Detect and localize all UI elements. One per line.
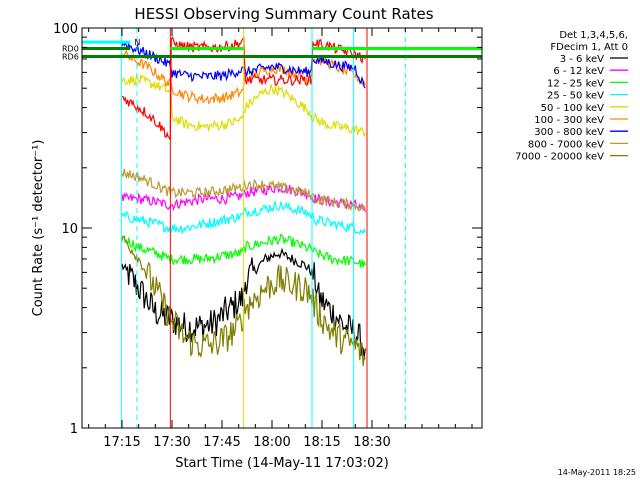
chart-title: HESSI Observing Summary Count Rates bbox=[134, 5, 433, 23]
legend-header-2: FDecim 1, Att 0 bbox=[550, 42, 628, 53]
legend-label: 3 - 6 keV bbox=[560, 54, 604, 65]
y-axis: 1 10 100 bbox=[53, 22, 482, 437]
x-tick-label: 17:15 bbox=[103, 435, 140, 450]
legend-label: 25 - 50 keV bbox=[547, 91, 604, 102]
legend-label: 50 - 100 keV bbox=[541, 103, 605, 114]
legend-header-1: Det 1,3,4,5,6, bbox=[559, 30, 628, 41]
legend-label: 800 - 7000 keV bbox=[528, 139, 604, 150]
series-line bbox=[121, 235, 366, 367]
y-tick-label: 100 bbox=[53, 22, 78, 37]
x-tick-label: 18:30 bbox=[353, 435, 390, 450]
series-3 bbox=[121, 233, 366, 268]
series-8 bbox=[121, 168, 366, 212]
series-4 bbox=[121, 200, 366, 236]
x-axis: 17:15 17:30 17:45 18:00 18:15 18:30 bbox=[88, 28, 473, 450]
x-axis-label: Start Time (14-May-11 17:03:02) bbox=[175, 456, 389, 471]
flag-label-3: RD6 bbox=[62, 53, 79, 62]
flag-label-2: RD0 bbox=[62, 44, 79, 53]
legend-label: 100 - 300 keV bbox=[534, 115, 604, 126]
series-9 bbox=[121, 235, 366, 367]
y-axis-label: Count Rate (s⁻¹ detector⁻¹) bbox=[31, 140, 46, 317]
x-tick-label: 18:00 bbox=[253, 435, 290, 450]
y-tick-label: 10 bbox=[61, 222, 78, 237]
x-tick-label: 17:45 bbox=[203, 435, 240, 450]
y-tick-label: 1 bbox=[70, 422, 78, 437]
x-tick-label: 17:30 bbox=[153, 435, 190, 450]
legend-label: 300 - 800 keV bbox=[534, 127, 604, 138]
series-line bbox=[121, 233, 366, 268]
legend-label: 7000 - 20000 keV bbox=[515, 152, 604, 163]
legend-label: 6 - 12 keV bbox=[553, 66, 604, 77]
series-line bbox=[121, 200, 366, 236]
legend: Det 1,3,4,5,6,FDecim 1, Att 03 - 6 keV6 … bbox=[515, 30, 628, 163]
flag-label-1: N bbox=[134, 38, 140, 47]
series-line bbox=[121, 168, 366, 212]
legend-label: 12 - 25 keV bbox=[547, 78, 604, 89]
x-tick-label: 18:15 bbox=[303, 435, 340, 450]
footer-timestamp: 14-May-2011 18:25 bbox=[558, 468, 636, 477]
